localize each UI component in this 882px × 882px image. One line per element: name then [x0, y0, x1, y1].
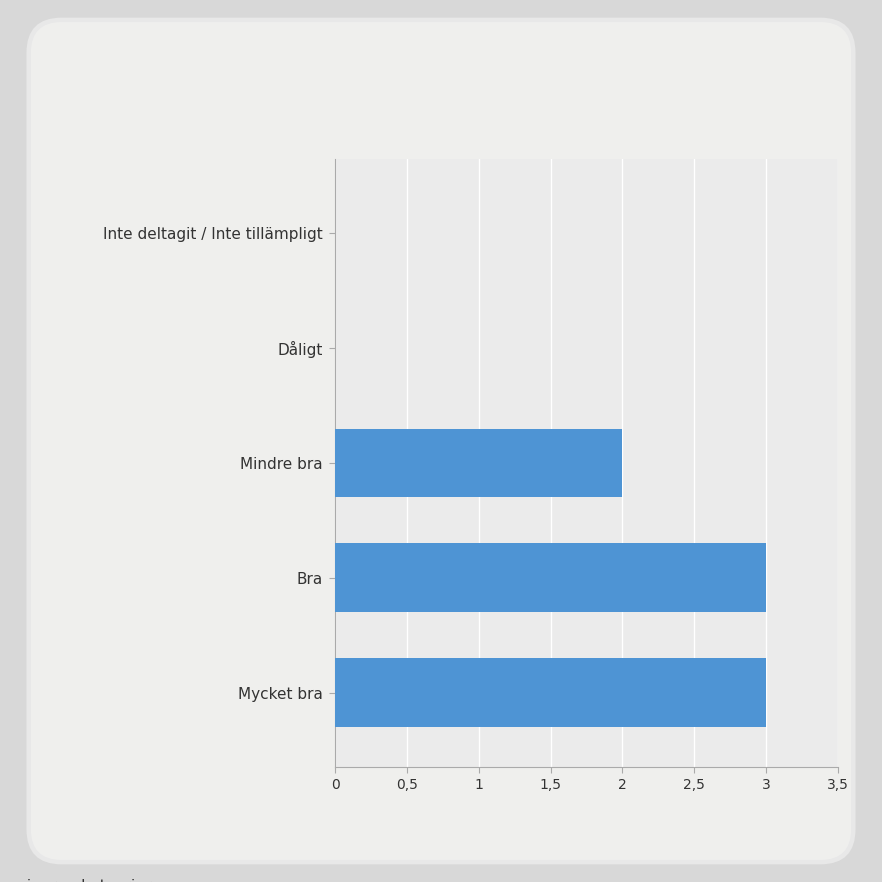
Bar	[335, 543, 766, 612]
Bar	[335, 429, 623, 497]
Bar	[335, 658, 766, 727]
Legend: Stegtest / examinerande teoriprov: Stegtest / examinerande teoriprov	[0, 878, 169, 882]
